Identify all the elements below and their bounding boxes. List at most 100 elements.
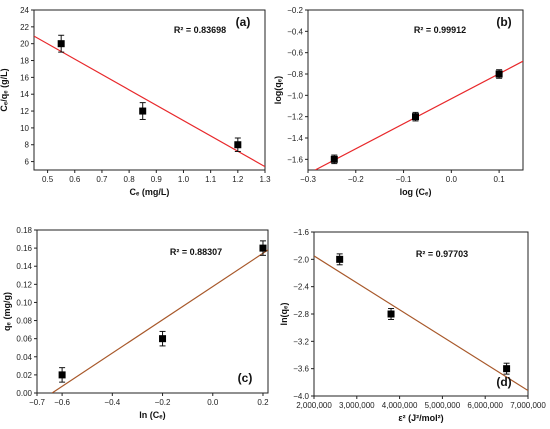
- y-tick-label: −0.4: [287, 27, 303, 36]
- y-tick-label: 0.02: [16, 371, 32, 380]
- x-tick-label: −0.7: [29, 398, 45, 407]
- y-tick-label: −2.8: [293, 310, 309, 319]
- data-point: [495, 70, 503, 78]
- x-tick-label: 1.1: [205, 175, 217, 184]
- x-tick-label: 1.0: [178, 175, 190, 184]
- y-axis-label: ln(qₑ): [279, 303, 289, 326]
- y-tick-label: 12: [20, 107, 29, 116]
- r-squared-label: R² = 0.83698: [174, 25, 226, 35]
- data-point: [259, 244, 267, 252]
- y-tick-label: −0.2: [287, 6, 303, 15]
- panel-d: 2,000,000 3,000,000 4,000,000 5,000,000 6,00…: [279, 228, 546, 423]
- data-point: [336, 255, 344, 263]
- x-tick-label: −0.1: [396, 175, 412, 184]
- data-point: [139, 107, 147, 115]
- y-axis-label: qₑ (mg/g): [2, 292, 12, 331]
- y-tick-label: −1.0: [287, 91, 303, 100]
- x-tick-label: 0.2: [257, 398, 269, 407]
- r-squared-label: R² = 0.88307: [170, 247, 222, 257]
- plot-frame: [36, 229, 269, 394]
- x-tick-label: −0.3: [300, 175, 316, 184]
- y-tick-label: −1.2: [287, 113, 303, 122]
- data-point: [57, 40, 65, 48]
- y-tick-label: −0.8: [287, 70, 303, 79]
- x-axis-label: log (Cₑ): [400, 187, 432, 197]
- x-tick-label: −0.2: [155, 398, 171, 407]
- y-tick-label: −3.2: [293, 337, 309, 346]
- y-tick-label: 0.04: [16, 353, 32, 362]
- x-tick-label: 0.7: [96, 175, 108, 184]
- x-tick-label: 0.9: [151, 175, 163, 184]
- x-axis-label: ln (Cₑ): [139, 410, 165, 420]
- panel-label: (a): [236, 15, 251, 29]
- y-tick-label: 0.08: [16, 317, 32, 326]
- y-axis-label: log(qₑ): [273, 76, 283, 104]
- x-tick-label: 7,000,000: [510, 401, 546, 410]
- x-tick-label: −0.2: [348, 175, 364, 184]
- y-tick-label: 0.16: [16, 244, 32, 253]
- y-tick-label: 16: [20, 73, 29, 82]
- y-tick-label: 0.14: [16, 262, 32, 271]
- panel-b: −0.3 −0.2 −0.1 0.0 0.1 −1.6 −1.4 −1.2 −1.0 −0.8 −0…: [273, 6, 524, 197]
- panel-c: −0.7 −0.6 −0.4 −0.2 0.0 0.2 0.00 0.02 0.04 0.06 0.…: [2, 226, 269, 420]
- x-tick-label: 4,000,000: [382, 401, 418, 410]
- y-tick-label: 22: [20, 23, 29, 32]
- y-tick-label: −1.6: [293, 228, 309, 237]
- data-point: [330, 155, 338, 163]
- y-tick-label: −4.0: [293, 392, 309, 401]
- r-squared-label: R² = 0.99912: [414, 25, 466, 35]
- x-tick-label: 0.6: [69, 175, 81, 184]
- x-tick-label: 1.3: [259, 175, 271, 184]
- data-point: [412, 113, 419, 121]
- panel-a: 0.5 0.6 0.7 0.8 0.9 1.0 1.1 1.2 1.3 6 8 10 12 14 16 18 2…: [0, 6, 271, 197]
- panel-label: (d): [496, 375, 511, 389]
- x-tick-label: 0.1: [494, 175, 506, 184]
- x-tick-label: 1.2: [232, 175, 244, 184]
- fit-line: [51, 249, 268, 393]
- x-tick-label: 0.5: [42, 175, 54, 184]
- x-tick-label: −0.4: [104, 398, 120, 407]
- x-axis-label: ε² (J²/mol²): [398, 413, 443, 423]
- fit-line: [34, 35, 265, 168]
- y-tick-label: 0.00: [16, 389, 32, 398]
- y-tick-label: 8: [25, 141, 30, 150]
- fit-line: [314, 60, 523, 170]
- y-tick-label: 0.10: [16, 298, 32, 307]
- y-tick-label: −2.0: [293, 255, 309, 264]
- panel-label: (c): [238, 371, 253, 385]
- x-axis-label: Cₑ (mg/L): [130, 187, 170, 197]
- x-tick-label: 2,000,000: [296, 401, 332, 410]
- data-point: [234, 141, 242, 149]
- y-tick-label: −0.6: [287, 49, 303, 58]
- fit-line: [314, 255, 528, 392]
- y-tick-label: 0.06: [16, 335, 32, 344]
- plot-frame: [307, 9, 524, 171]
- y-tick-label: −1.4: [287, 134, 303, 143]
- x-tick-label: 5,000,000: [425, 401, 461, 410]
- y-tick-label: −3.6: [293, 365, 309, 374]
- y-tick-label: 20: [20, 40, 29, 49]
- x-tick-label: 0.8: [124, 175, 136, 184]
- y-tick-label: 18: [20, 57, 29, 66]
- x-tick-label: 6,000,000: [467, 401, 503, 410]
- plot-frame: [33, 9, 266, 171]
- y-tick-label: 0.12: [16, 280, 32, 289]
- data-point: [387, 310, 395, 318]
- x-tick-label: −0.6: [54, 398, 70, 407]
- y-tick-label: −2.4: [293, 283, 309, 292]
- y-tick-label: 14: [20, 90, 29, 99]
- data-point: [503, 365, 511, 373]
- y-tick-label: 24: [20, 6, 29, 15]
- y-tick-label: 10: [20, 124, 29, 133]
- y-tick-label: 6: [25, 158, 30, 167]
- x-tick-label: 0.0: [446, 175, 458, 184]
- y-tick-label: −1.6: [287, 155, 303, 164]
- data-point: [159, 335, 167, 343]
- y-tick-label: 0.18: [16, 226, 32, 235]
- x-tick-label: 0.0: [207, 398, 219, 407]
- x-tick-label: 3,000,000: [339, 401, 375, 410]
- data-point: [58, 371, 66, 379]
- r-squared-label: R² = 0.97703: [416, 249, 468, 259]
- y-axis-label: Cₑ/qₑ (g/L): [0, 68, 9, 111]
